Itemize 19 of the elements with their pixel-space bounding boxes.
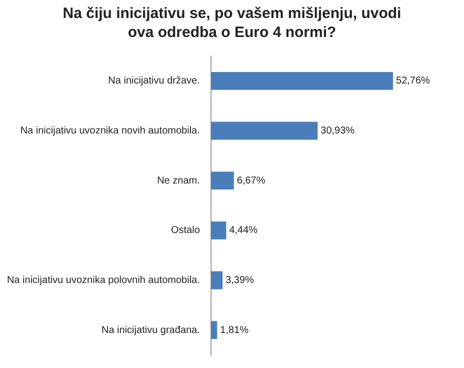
chart-title: Na čiju inicijativu se, po vašem mišljenju, uvodi ova odredba o Euro 4 normi? [62,4,402,42]
y-tick-label: Na inicijativu uvoznika polovnih automobila. [6,275,200,286]
bar [210,122,318,140]
y-tick-label: Na inicijativu države. [108,76,200,87]
y-tick-label: Na inicijativu uvoznika novih automobila. [20,126,200,136]
data-label: 3,39% [226,275,254,286]
bar [210,271,223,290]
bar [210,172,234,190]
data-label: 4,44% [229,225,258,236]
y-tick-label: Ostalo [170,225,200,236]
data-label: 30,93% [320,126,355,136]
bar [210,321,218,340]
data-label: 1,81% [220,324,249,336]
bar [210,72,394,90]
bar [210,221,226,240]
data-label: 52,76% [396,76,430,87]
y-tick-label: Ne znam. [157,175,200,186]
data-label: 6,67% [236,175,266,186]
y-tick-label: Na inicijativu građana. [101,324,200,336]
